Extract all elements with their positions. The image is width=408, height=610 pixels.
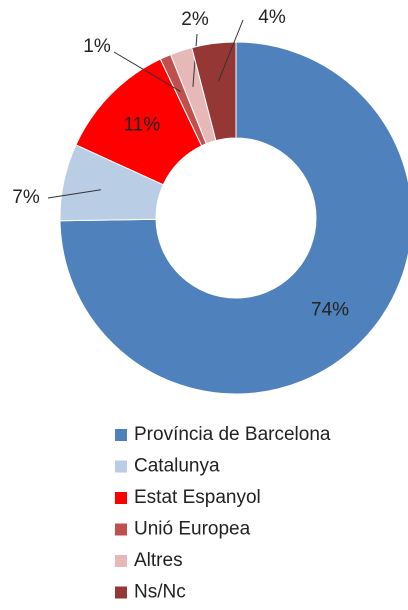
- donut-slice: [59, 41, 408, 395]
- donut-slice: [191, 41, 237, 142]
- leader-line: [218, 19, 244, 82]
- data-label: 11%: [124, 114, 161, 135]
- leader-line: [47, 189, 102, 199]
- legend-swatch: [115, 492, 127, 504]
- legend-swatch: [115, 460, 127, 473]
- leader-line: [113, 51, 181, 93]
- legend-label: Ns/Nc: [134, 582, 186, 603]
- data-label: 2%: [181, 9, 209, 30]
- legend-swatch: [115, 523, 127, 536]
- data-label: 1%: [83, 36, 111, 57]
- legend-swatch: [115, 555, 127, 567]
- data-label: 7%: [12, 187, 40, 208]
- legend-label: Unió Europea: [134, 519, 251, 540]
- data-label: 4%: [258, 7, 286, 28]
- legend-label: Altres: [134, 550, 183, 571]
- legend-label: Província de Barcelona: [134, 424, 331, 445]
- legend-label: Estat Espanyol: [134, 487, 261, 508]
- legend-swatch: [115, 429, 127, 441]
- legend-swatch: [115, 586, 127, 599]
- legend-label: Catalunya: [134, 456, 220, 477]
- data-label: 74%: [311, 300, 349, 321]
